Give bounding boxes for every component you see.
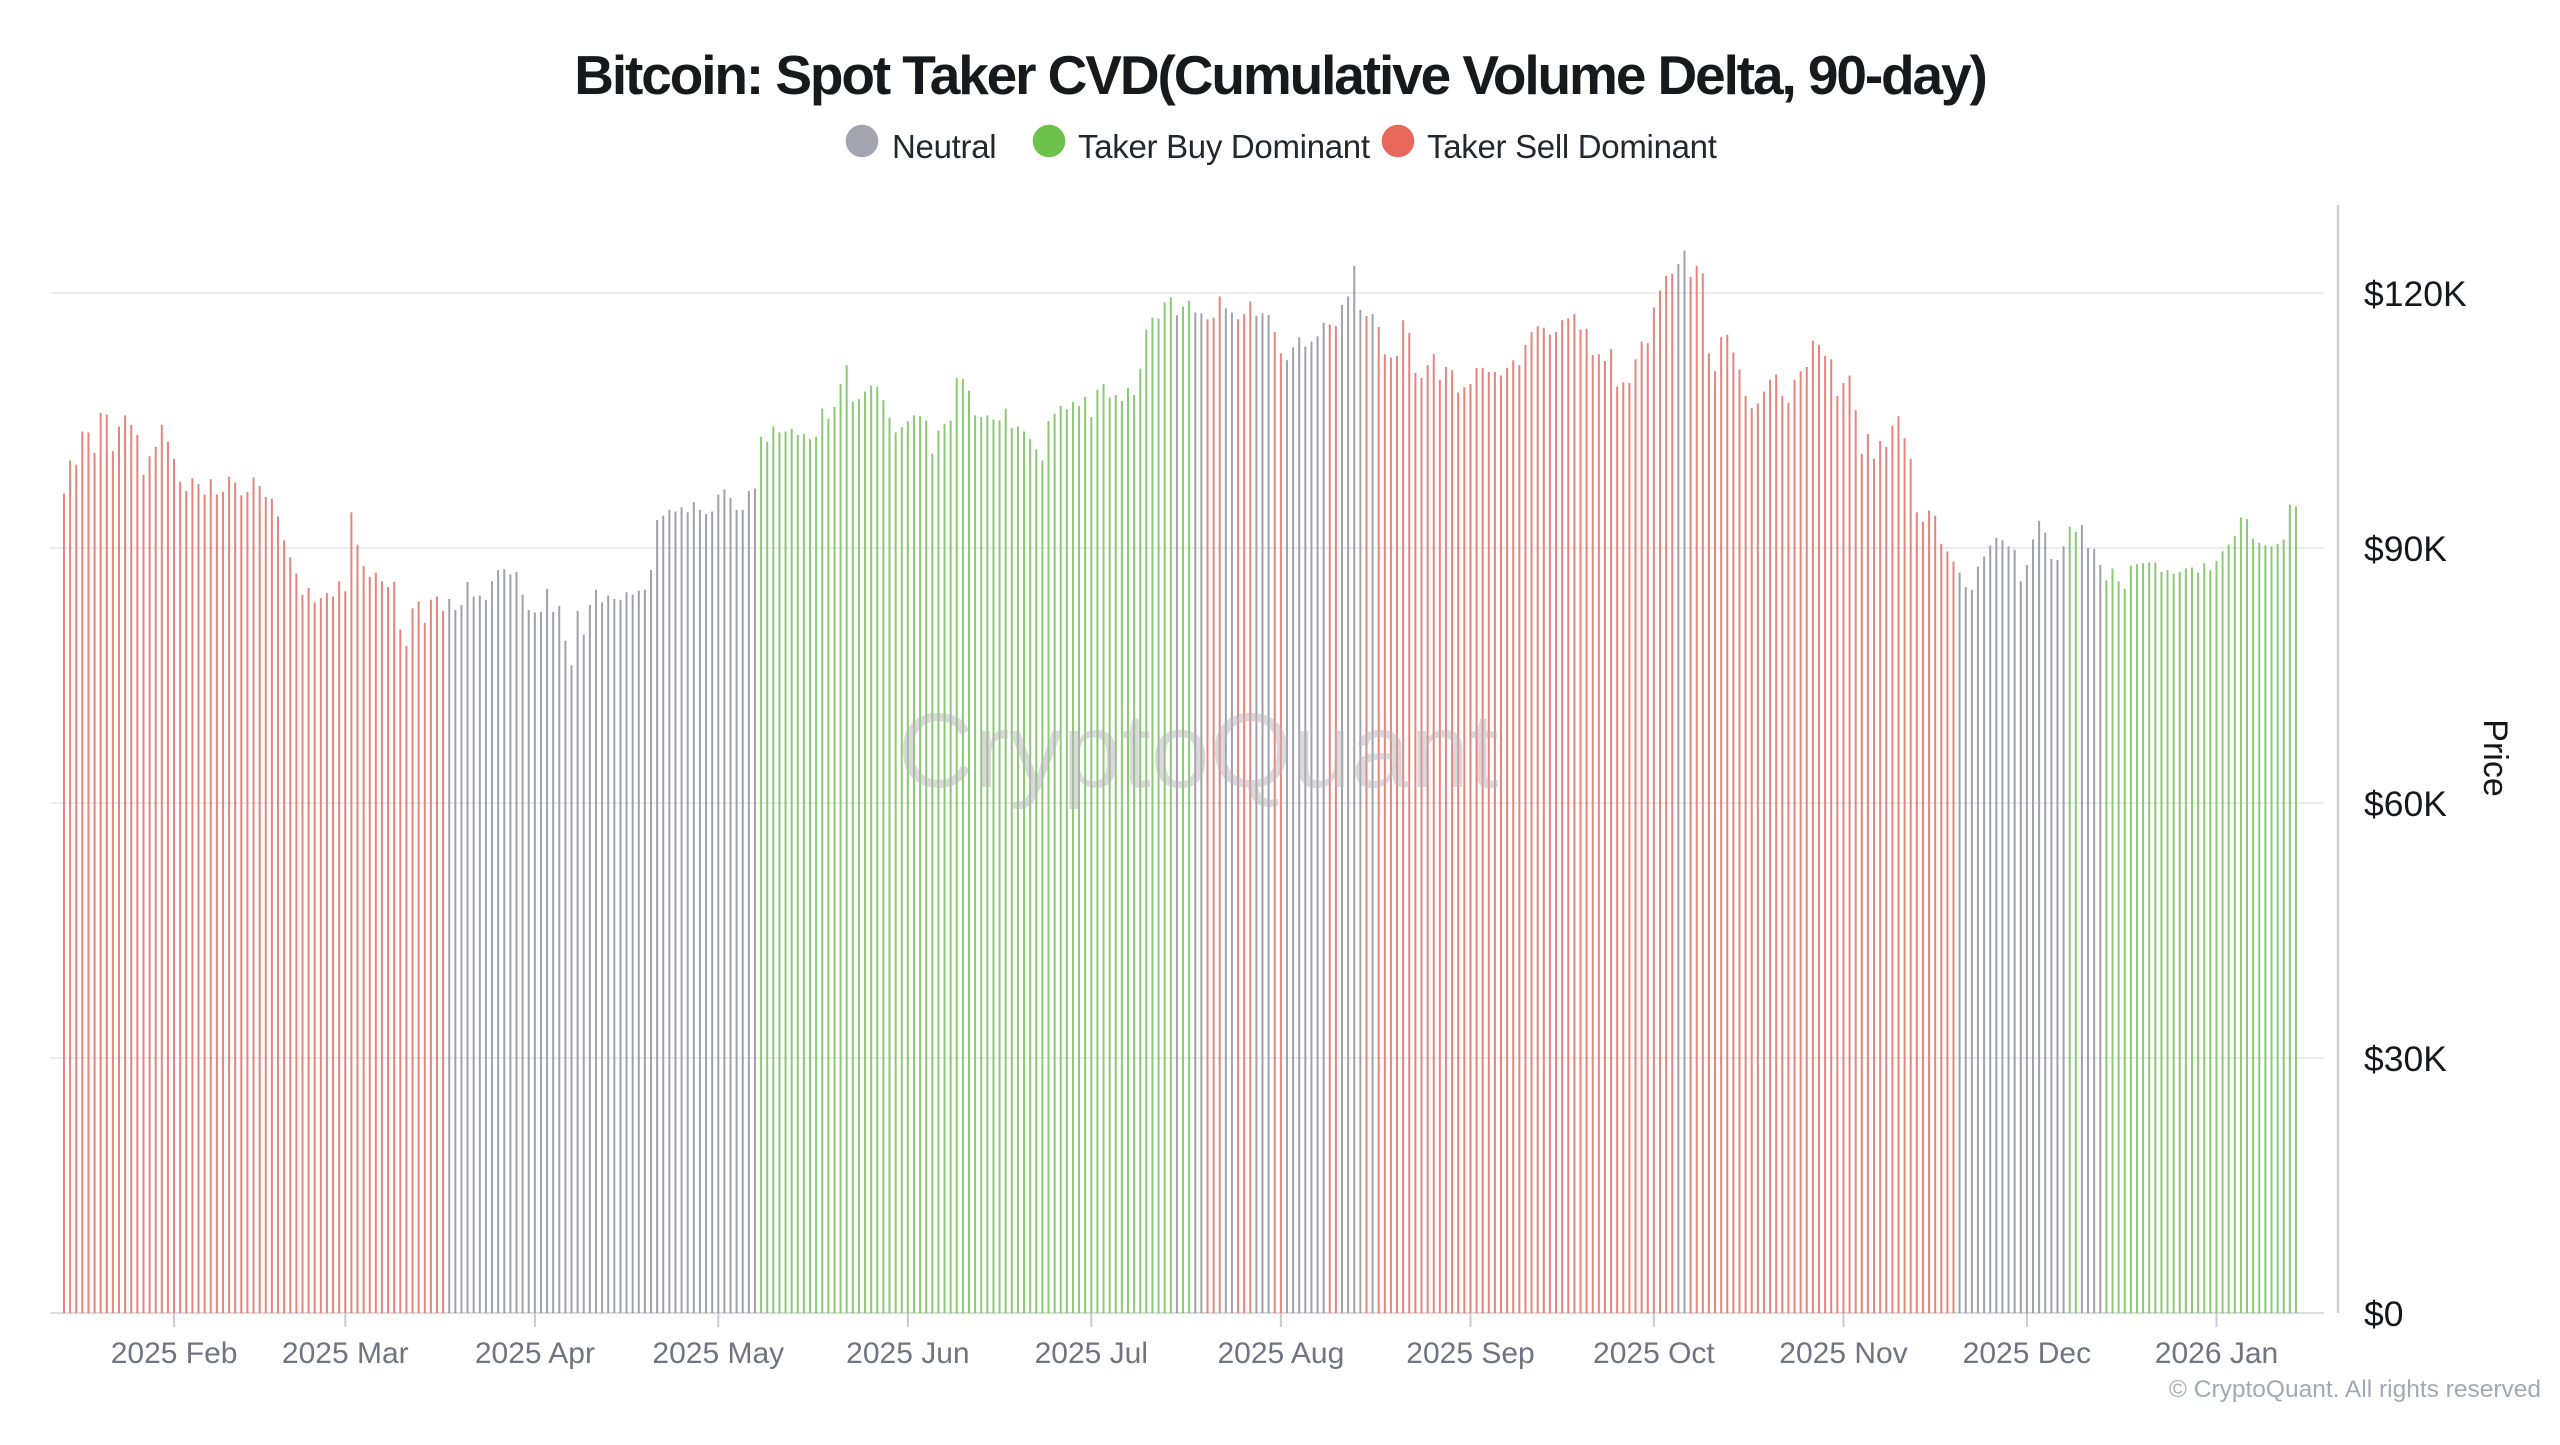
svg-text:$30K: $30K bbox=[2364, 1039, 2447, 1079]
svg-text:2025 Aug: 2025 Aug bbox=[1218, 1337, 1345, 1370]
svg-text:2025 Oct: 2025 Oct bbox=[1593, 1337, 1715, 1370]
svg-text:CryptoQuant: CryptoQuant bbox=[898, 692, 1499, 810]
svg-text:Taker Sell Dominant: Taker Sell Dominant bbox=[1427, 128, 1717, 165]
svg-text:2025 Sep: 2025 Sep bbox=[1406, 1337, 1534, 1370]
svg-text:Taker Buy Dominant: Taker Buy Dominant bbox=[1078, 128, 1370, 165]
svg-text:2026 Jan: 2026 Jan bbox=[2155, 1337, 2278, 1370]
svg-text:$120K: $120K bbox=[2364, 274, 2467, 314]
svg-text:$0: $0 bbox=[2364, 1294, 2404, 1334]
svg-text:2025 Jul: 2025 Jul bbox=[1035, 1337, 1148, 1370]
svg-text:© CryptoQuant. All rights rese: © CryptoQuant. All rights reserved bbox=[2169, 1376, 2541, 1403]
svg-text:$60K: $60K bbox=[2364, 784, 2447, 824]
svg-text:Neutral: Neutral bbox=[892, 128, 996, 165]
svg-text:2025 May: 2025 May bbox=[652, 1337, 784, 1370]
svg-text:2025 Feb: 2025 Feb bbox=[111, 1337, 238, 1370]
svg-text:Price: Price bbox=[2476, 719, 2514, 796]
svg-text:$90K: $90K bbox=[2364, 529, 2447, 569]
svg-text:2025 Jun: 2025 Jun bbox=[846, 1337, 969, 1370]
svg-text:Bitcoin: Spot Taker CVD(Cumula: Bitcoin: Spot Taker CVD(Cumulative Volum… bbox=[574, 44, 1985, 106]
svg-text:2025 Mar: 2025 Mar bbox=[282, 1337, 409, 1370]
svg-text:2025 Dec: 2025 Dec bbox=[1963, 1337, 2091, 1370]
svg-text:2025 Nov: 2025 Nov bbox=[1779, 1337, 1907, 1370]
svg-text:2025 Apr: 2025 Apr bbox=[475, 1337, 595, 1370]
